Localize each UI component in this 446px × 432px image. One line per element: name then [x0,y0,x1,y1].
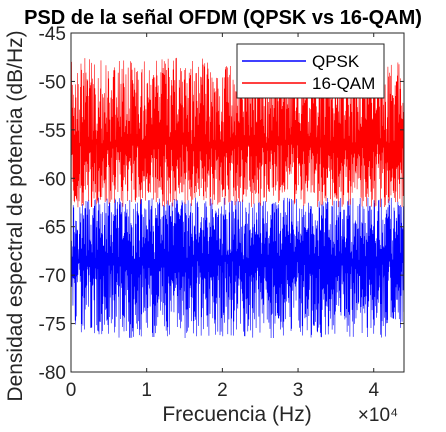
x-axis-exponent: ×10⁴ [358,405,398,426]
x-tick-label: 3 [293,380,304,401]
x-tick-label: 4 [368,380,379,401]
legend-label-16qam: 16-QAM [312,74,375,93]
y-tick-label: -75 [39,315,66,336]
y-axis-label: Densidad espectral de potencia (dB/Hz) [4,30,27,401]
legend-box [236,43,385,99]
legend: QPSK 16-QAM [236,43,385,99]
x-axis-label: Frecuencia (Hz) [162,403,311,426]
x-axis-ticks: 0 1 2 3 4 [66,33,379,401]
x-tick-label: 1 [141,380,152,401]
series-line-16qam [70,57,405,208]
chart-title: PSD de la señal OFDM (QPSK vs 16-QAM) [24,7,422,29]
y-tick-label: -50 [39,72,66,93]
y-tick-label: -70 [39,266,66,287]
y-tick-label: -45 [39,24,66,45]
x-tick-label: 0 [66,380,77,401]
y-tick-label: -65 [39,218,66,239]
x-tick-label: 2 [217,380,228,401]
axes-box [70,32,405,373]
series-layer [70,57,405,339]
y-axis-ticks: -80 -75 -70 -65 -60 -55 -50 -45 [39,24,404,384]
y-tick-label: -55 [39,121,66,142]
legend-label-qpsk: QPSK [312,52,360,71]
y-tick-label: -60 [39,169,66,190]
y-tick-label: -80 [39,363,66,384]
